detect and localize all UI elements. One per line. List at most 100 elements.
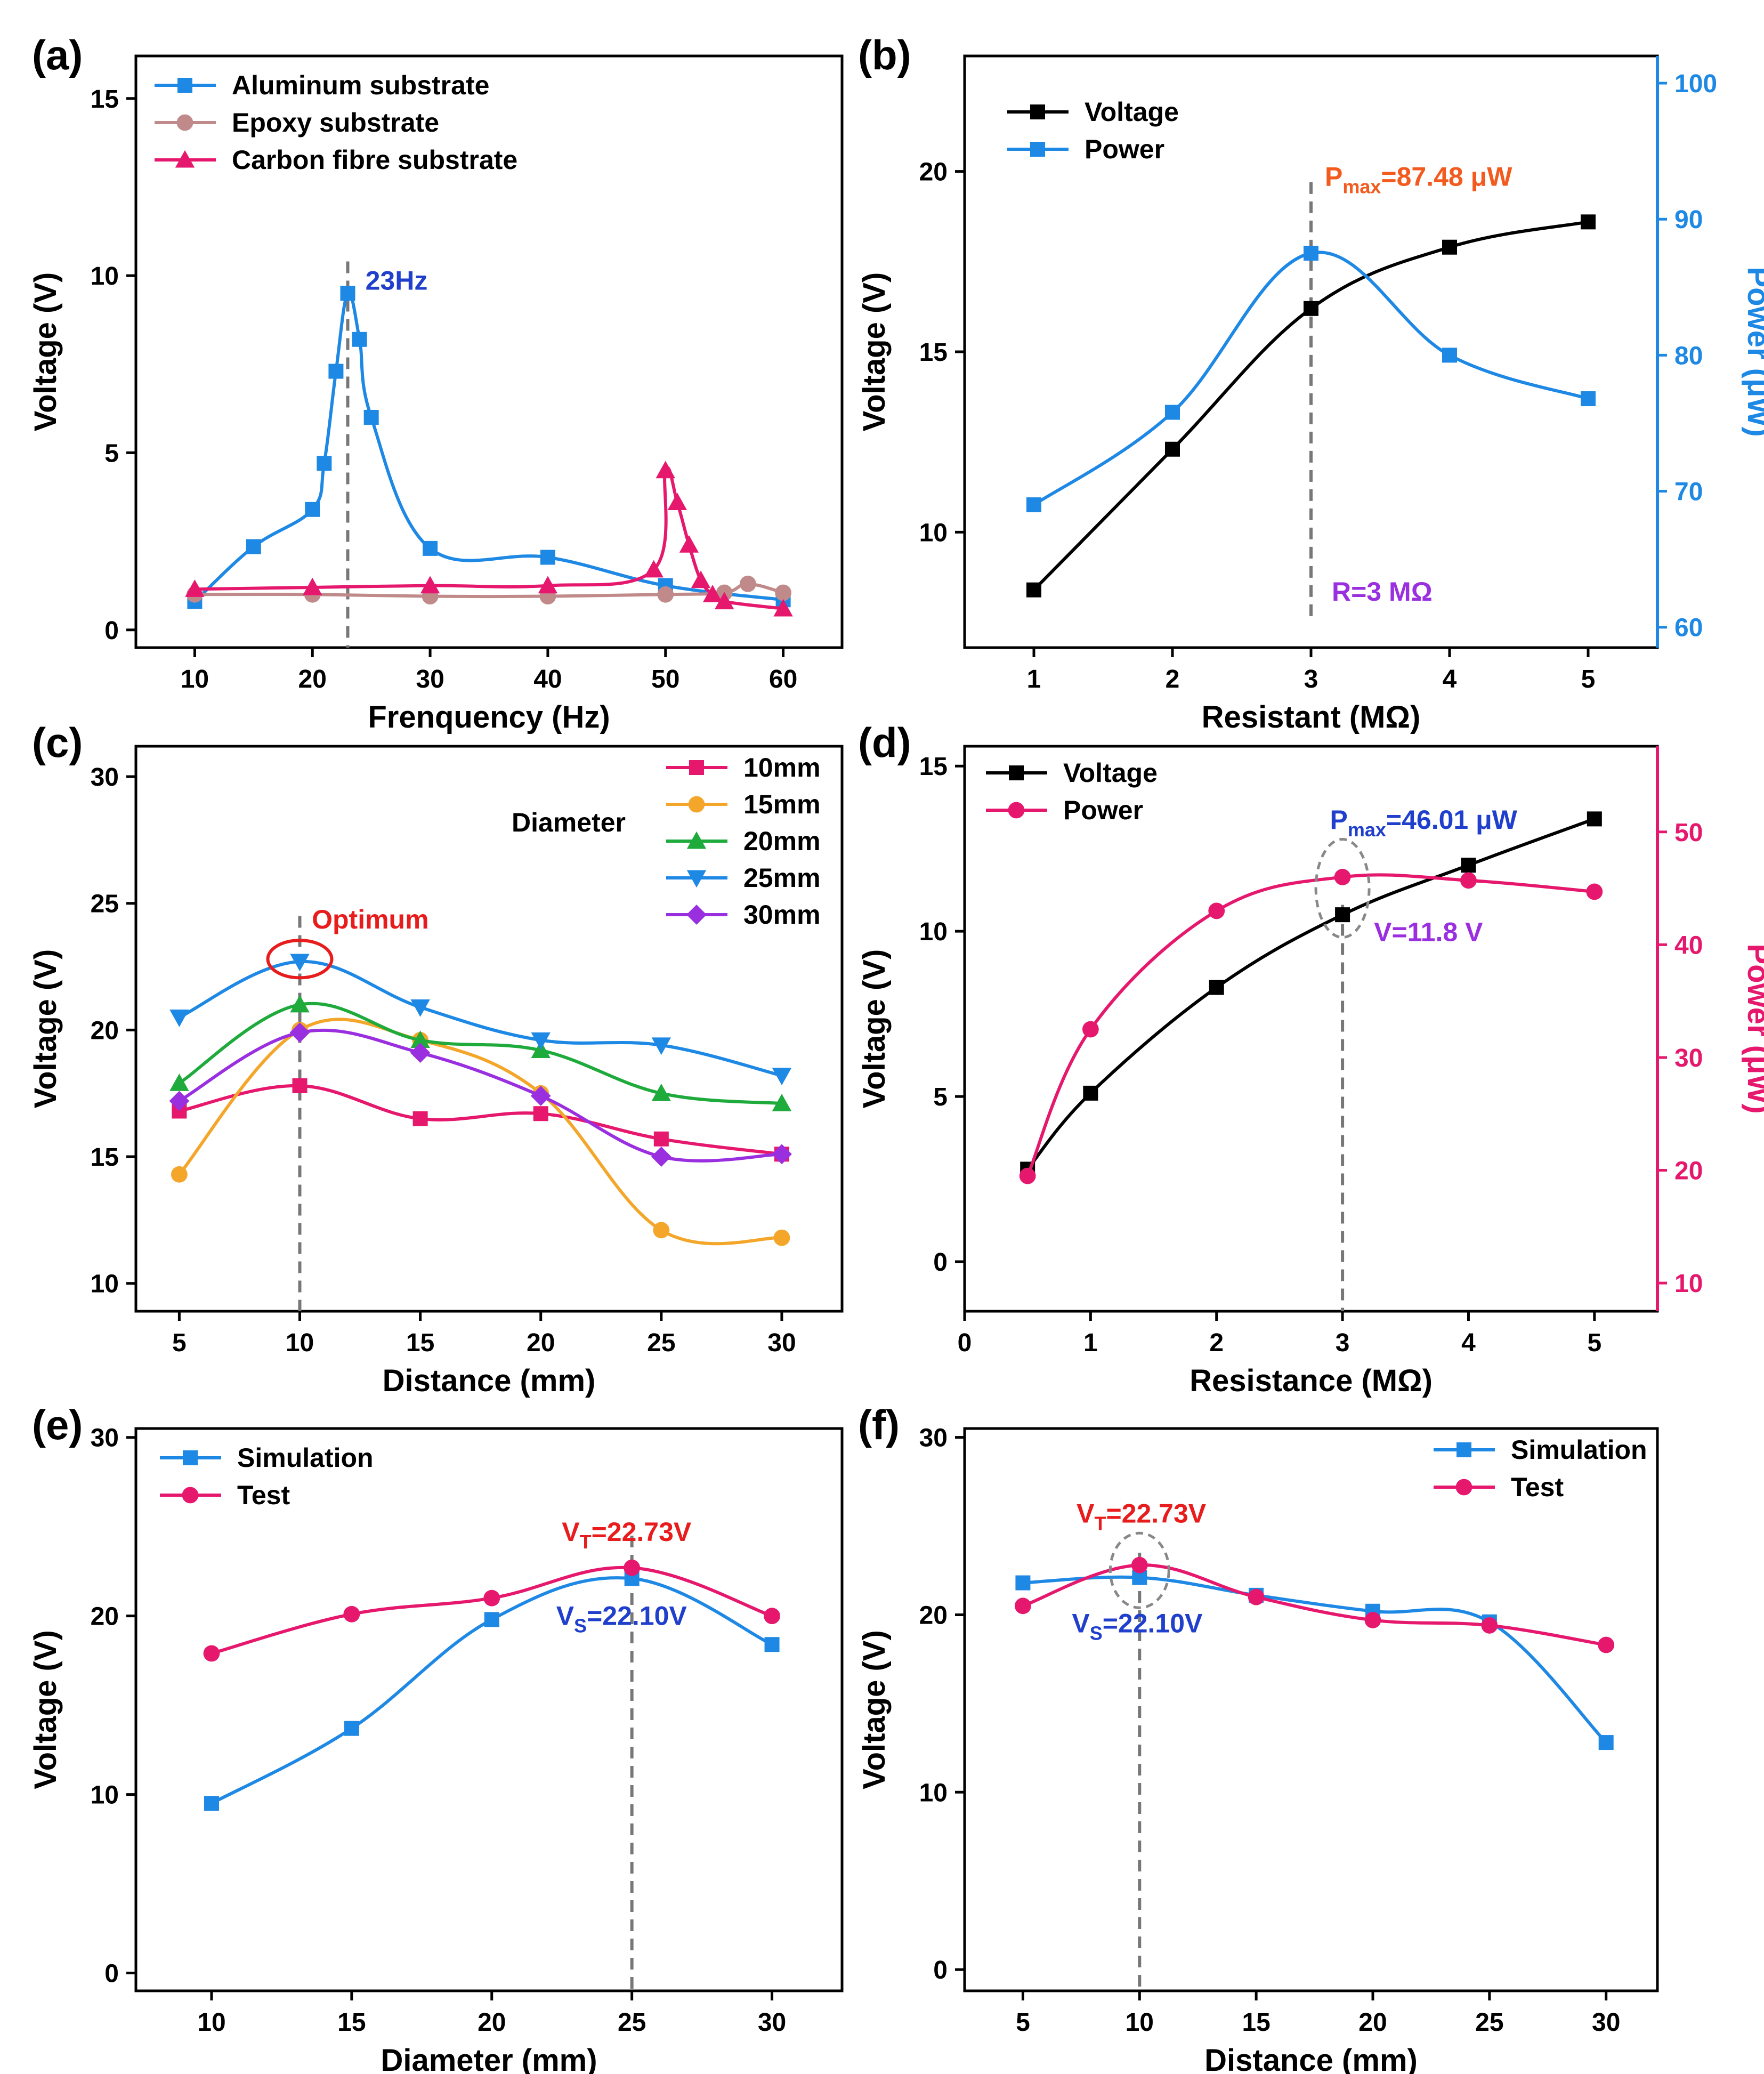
panel-c: (c) 5 10 15 20 25 30 10 15 20 25 30 Distance (mm) Vol… xyxy=(28,719,844,1398)
x-tick-label: 10 xyxy=(286,1329,314,1357)
data-point-20mm xyxy=(651,1084,671,1101)
y-tick-label: 10 xyxy=(919,1779,948,1807)
legend-label: Power xyxy=(1063,795,1143,825)
legend-label: 10mm xyxy=(743,753,821,782)
y-tick-label: 10 xyxy=(919,918,948,946)
data-point-test xyxy=(1015,1597,1031,1615)
x-tick-label: 40 xyxy=(533,665,562,693)
annotation-vs: VS=22.10V xyxy=(556,1601,687,1636)
x-tick-label: 3 xyxy=(1336,1329,1350,1357)
x-tick-label: 20 xyxy=(1358,2008,1387,2037)
data-point-25mm xyxy=(531,1032,551,1050)
data-point-test xyxy=(483,1589,500,1607)
legend-marker xyxy=(1456,1442,1471,1457)
test-dashed-ellipse xyxy=(1108,1531,1170,1609)
x-tick-label: 0 xyxy=(958,1329,972,1357)
series-line-30mm xyxy=(178,1028,782,1163)
legend-label: Voltage xyxy=(1063,758,1158,788)
y-tick-label: 20 xyxy=(919,158,948,187)
plot-frame xyxy=(963,745,1659,1313)
y-right-tick-label: 40 xyxy=(1674,931,1703,959)
panel-f: (f) 5 10 15 20 25 30 0 10 20 30 Distance (mm) Voltag… xyxy=(857,1401,1659,2074)
data-point-voltage xyxy=(1587,811,1602,827)
legend-marker xyxy=(175,150,195,168)
x-tick-label: 5 xyxy=(1587,1329,1601,1357)
series-line-25mm xyxy=(179,960,782,1077)
y-tick-label: 30 xyxy=(91,763,119,792)
legend-label: Simulation xyxy=(1511,1435,1647,1465)
x-axis-label: Resistance (MΩ) xyxy=(1190,1363,1433,1398)
x-tick-label: 50 xyxy=(651,665,679,693)
y-tick-label: 30 xyxy=(91,1424,119,1452)
data-point-carbon-fibre-substrate xyxy=(185,579,205,597)
data-point-voltage xyxy=(1209,980,1224,995)
y-right-axis-label: Power (μW) xyxy=(1741,267,1764,437)
series-line-voltage xyxy=(1026,817,1595,1171)
series-line-power xyxy=(1026,873,1595,1177)
optimum-circle xyxy=(266,939,334,980)
y-right-tick-label: 20 xyxy=(1674,1157,1703,1185)
data-point-voltage xyxy=(1442,239,1457,255)
legend-marker xyxy=(1455,1479,1472,1496)
data-point-simulation xyxy=(344,1721,359,1736)
data-point-test xyxy=(1248,1588,1265,1605)
data-point-30mm xyxy=(772,1144,792,1165)
data-point-power xyxy=(1026,497,1041,513)
data-point-voltage xyxy=(1026,582,1041,598)
x-tick-label: 20 xyxy=(527,1329,555,1357)
x-tick-label: 15 xyxy=(406,1329,434,1357)
data-point-carbon-fibre-substrate xyxy=(773,599,793,617)
y-tick-label: 5 xyxy=(104,439,119,467)
x-tick-label: 60 xyxy=(769,665,797,693)
panel-label: (d) xyxy=(858,719,911,766)
annotation-vt: VT=22.73V xyxy=(1077,1498,1207,1534)
panel-e: (e) 10 15 20 25 30 0 10 20 30 Diameter (mm) Voltage… xyxy=(28,1401,844,2074)
data-point-20mm xyxy=(410,1030,430,1048)
series-line-test xyxy=(211,1565,773,1655)
data-point-carbon-fibre-substrate xyxy=(667,493,687,511)
data-point-voltage xyxy=(1335,907,1350,923)
panel-a: (a) 10 20 30 40 50 60 0 5 10 15 Frenquency (Hz) Volt… xyxy=(28,31,844,735)
x-tick-label: 5 xyxy=(1016,2008,1030,2037)
data-point-power xyxy=(1460,872,1477,889)
y-tick-label: 10 xyxy=(91,262,119,290)
series-line-voltage xyxy=(1032,220,1589,591)
data-point-test xyxy=(624,1559,641,1576)
legend-label: 30mm xyxy=(743,900,821,930)
data-point-power xyxy=(1334,869,1351,885)
legend-label: Test xyxy=(1511,1472,1564,1502)
data-point-aluminum-substrate xyxy=(363,409,379,425)
legend-marker xyxy=(1030,104,1045,119)
data-point-simulation xyxy=(764,1637,780,1652)
legend-label: 20mm xyxy=(743,826,821,856)
series-line-test xyxy=(1022,1563,1607,1647)
annotation-pmax: Pmax=87.48 μW xyxy=(1325,162,1512,198)
data-point-power xyxy=(1208,902,1225,919)
legend-label: Power xyxy=(1085,134,1164,164)
data-point-simulation xyxy=(484,1612,499,1627)
data-point-30mm xyxy=(530,1086,551,1106)
y-axis-label: Voltage (V) xyxy=(28,272,63,432)
x-tick-label: 4 xyxy=(1443,665,1457,693)
x-axis-label: Frenquency (Hz) xyxy=(368,700,610,735)
data-point-25mm xyxy=(169,1010,189,1027)
y-axis-label: Voltage (V) xyxy=(857,1630,892,1789)
data-point-10mm xyxy=(292,1078,308,1093)
y-tick-label: 0 xyxy=(933,1956,948,1984)
legend-marker xyxy=(686,870,707,888)
data-point-10mm xyxy=(412,1111,428,1126)
y-tick-label: 10 xyxy=(919,519,948,547)
data-point-20mm xyxy=(169,1073,189,1091)
annotation-vs: VS=22.10V xyxy=(1072,1609,1203,1644)
data-point-30mm xyxy=(651,1147,671,1167)
legend-marker xyxy=(1009,765,1024,780)
x-tick-label: 30 xyxy=(416,665,444,693)
x-axis-label: Distance (mm) xyxy=(383,1363,596,1398)
data-point-15mm xyxy=(653,1222,670,1239)
x-tick-label: 2 xyxy=(1166,665,1180,693)
data-point-carbon-fibre-substrate xyxy=(679,535,699,553)
y-tick-label: 0 xyxy=(104,617,119,645)
annotation-voltage: V=11.8 V xyxy=(1374,917,1483,947)
x-tick-label: 10 xyxy=(181,665,209,693)
